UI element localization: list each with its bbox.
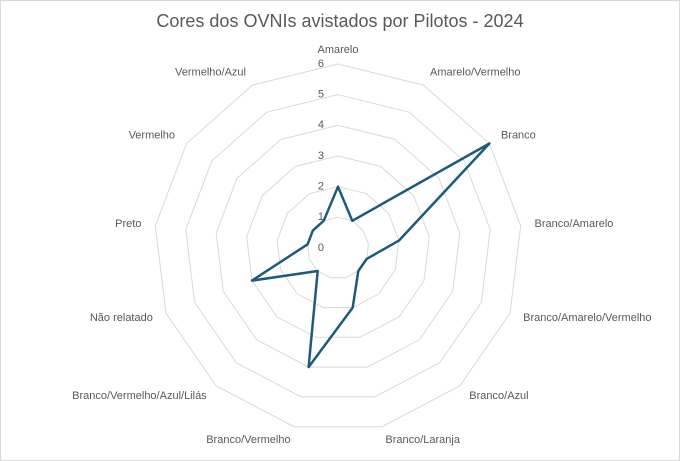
- chart-title: Cores dos OVNIs avistados por Pilotos - …: [156, 11, 523, 31]
- y-tick-label: 3: [318, 150, 324, 162]
- y-tick-label: 4: [318, 119, 324, 131]
- y-tick-label: 2: [318, 181, 324, 193]
- y-tick-label: 6: [318, 58, 324, 70]
- category-label: Amarelo/Vermelho: [430, 67, 521, 79]
- category-label: Branco/Laranja: [385, 434, 460, 446]
- category-label: Branco/Amarelo/Vermelho: [523, 312, 651, 324]
- category-label: Branco/Vermelho/Azul/Lilás: [72, 390, 207, 402]
- grid-ring: [246, 155, 430, 338]
- category-label: Branco/Azul: [469, 390, 528, 402]
- grid-ring: [215, 124, 461, 368]
- category-label: Vermelho/Azul: [175, 67, 246, 79]
- category-label: Não relatado: [90, 312, 153, 324]
- category-label: Vermelho: [129, 129, 175, 141]
- category-label: Preto: [115, 218, 141, 230]
- data-line: [250, 142, 491, 369]
- category-label: Branco/Vermelho: [206, 434, 290, 446]
- y-tick-label: 0: [318, 242, 324, 254]
- y-tick-label: 5: [318, 89, 324, 101]
- category-label: Amarelo: [318, 44, 359, 56]
- grid-ring: [154, 63, 522, 428]
- category-label: Branco: [501, 129, 536, 141]
- y-tick-label: 1: [318, 211, 324, 223]
- grid-ring: [185, 94, 491, 398]
- category-label: Branco/Amarelo: [535, 218, 614, 230]
- grid-ring: [276, 186, 400, 309]
